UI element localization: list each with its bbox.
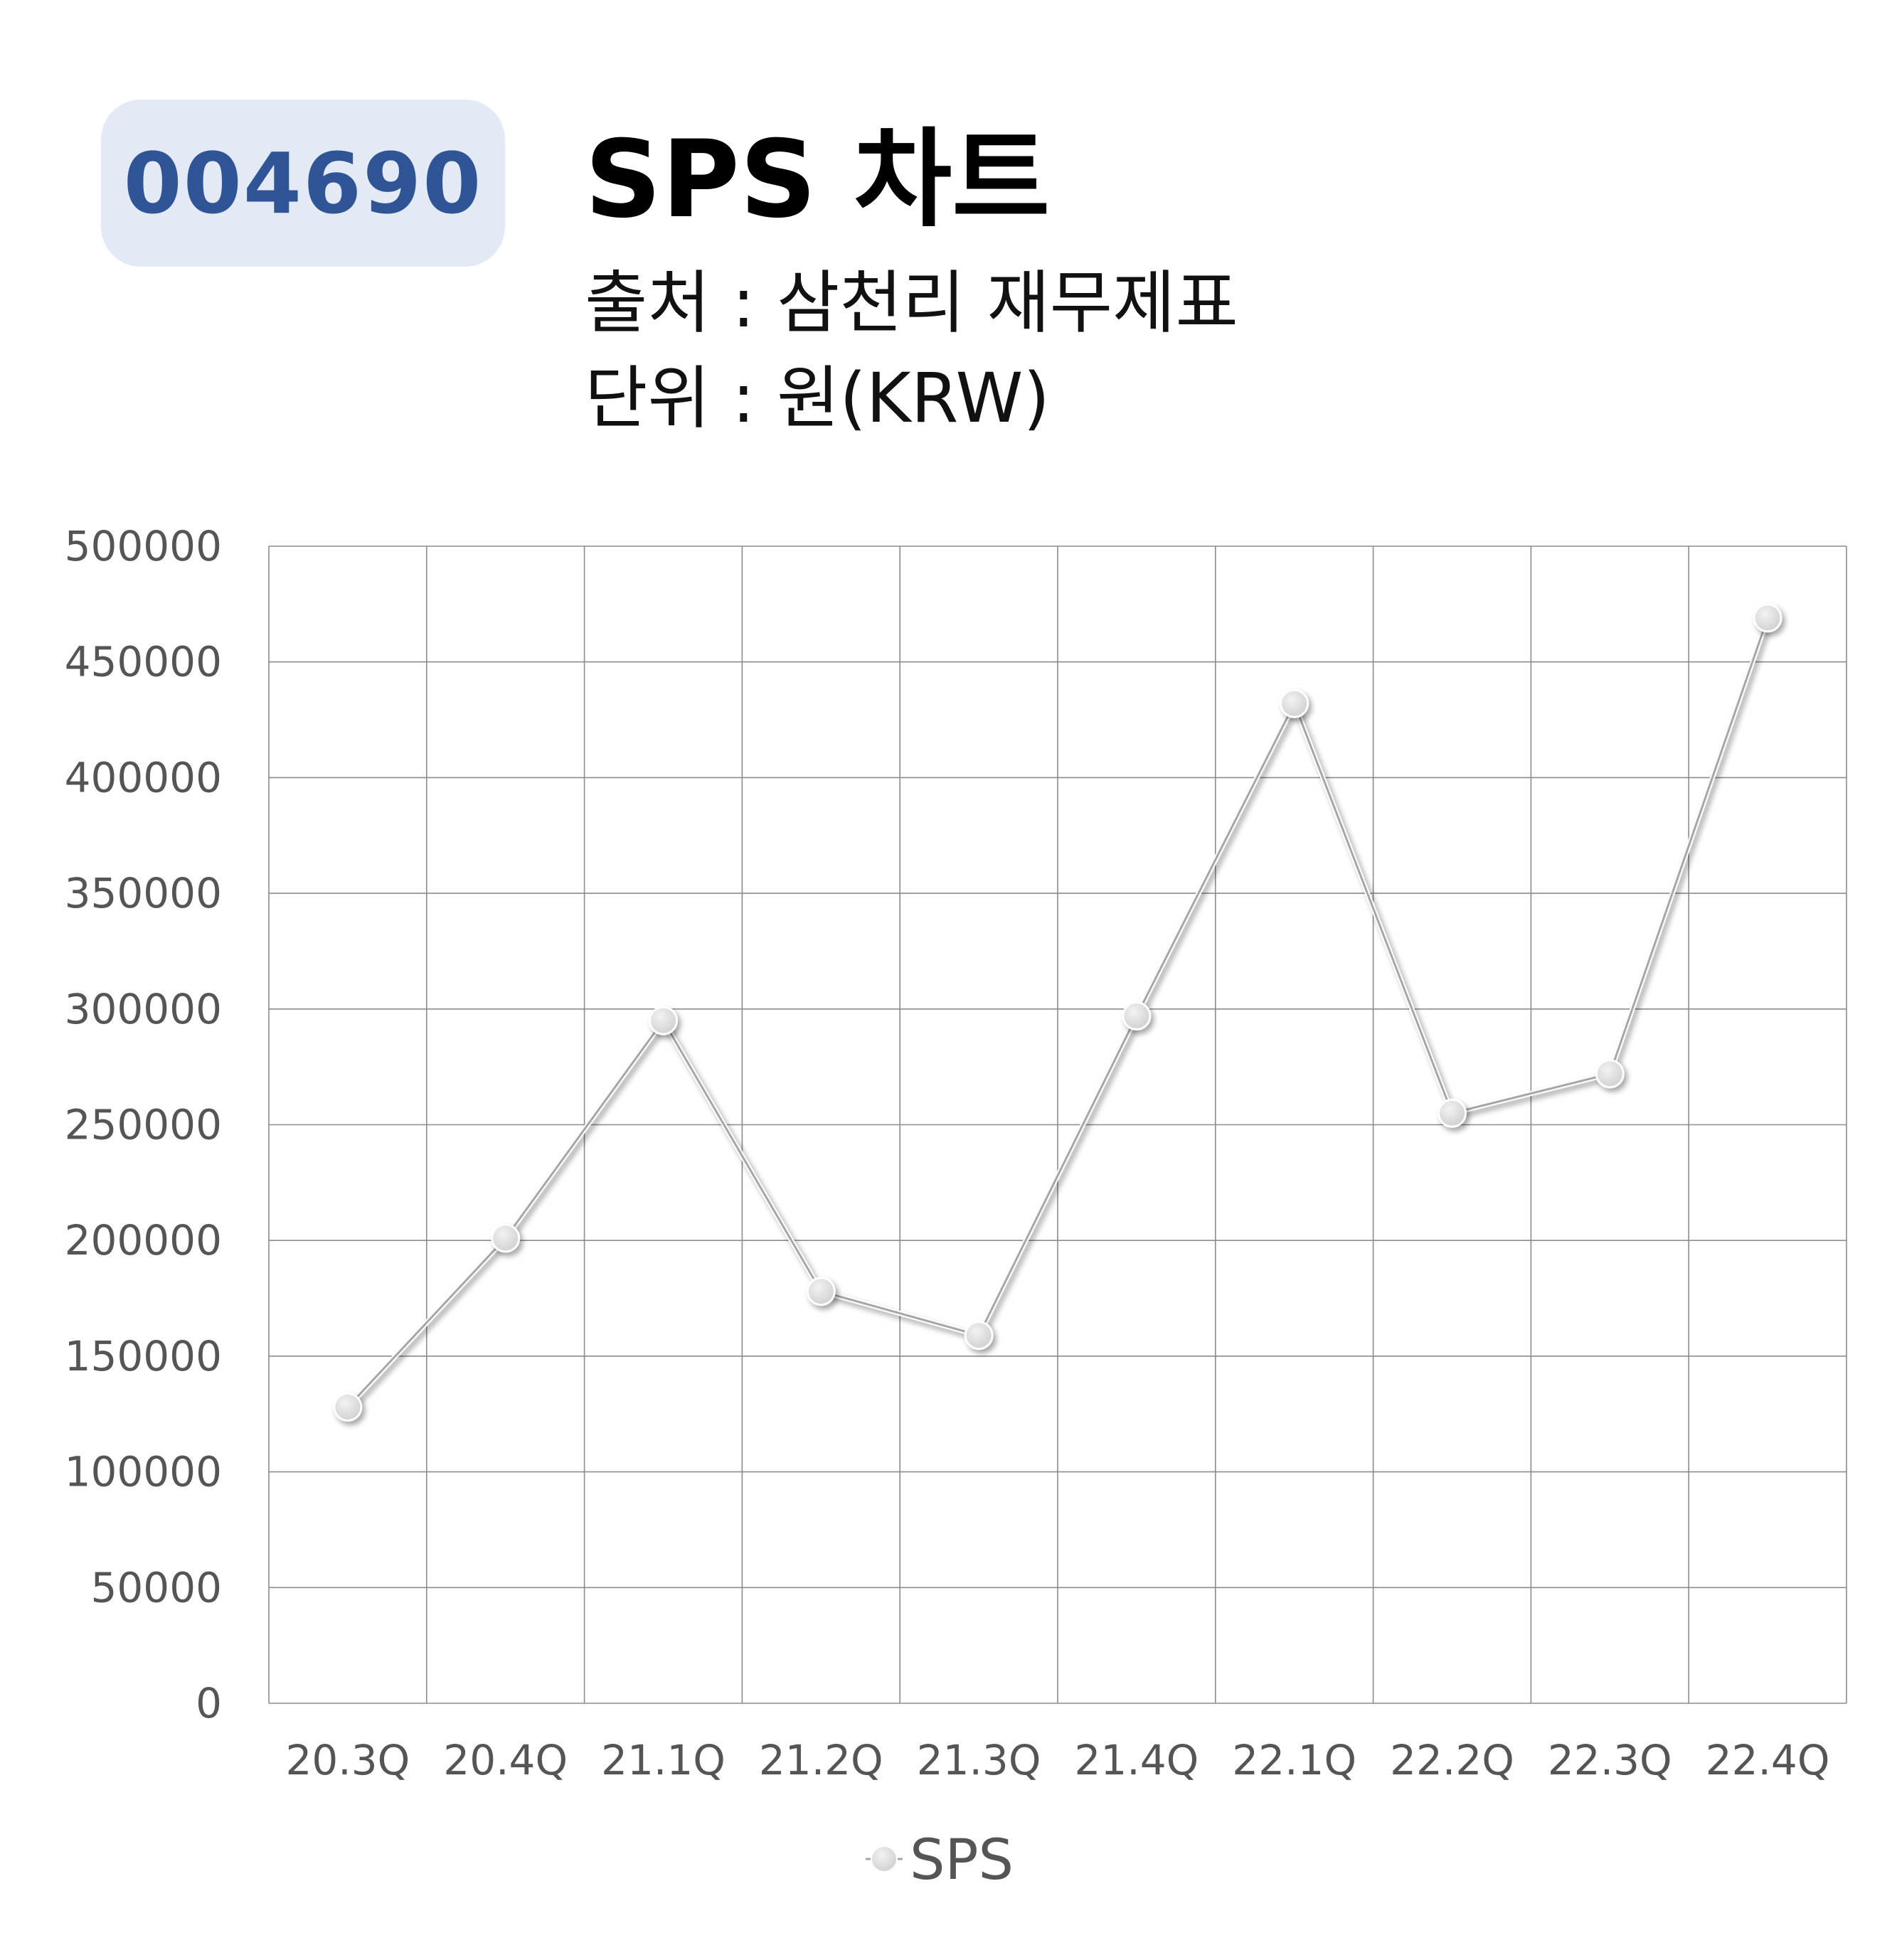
y-tick-label: 250000 [65, 1101, 222, 1149]
data-point [1122, 1001, 1152, 1031]
data-point [806, 1277, 836, 1306]
data-point [1438, 1098, 1467, 1128]
y-tick-label: 200000 [65, 1216, 222, 1264]
chart-title: SPS 차트 [585, 118, 1051, 242]
legend-label: SPS [910, 1828, 1014, 1892]
y-axis-ticks: 0 50000 100000 150000 200000 250000 300000 3500… [65, 522, 222, 1727]
data-point [1595, 1059, 1625, 1089]
data-point [649, 1006, 678, 1035]
x-tick-label: 21.3Q [917, 1736, 1041, 1784]
data-point [964, 1321, 994, 1351]
series-line [346, 617, 1769, 1408]
y-tick-label: 100000 [65, 1448, 222, 1496]
data-point [491, 1223, 521, 1253]
x-tick-label: 22.4Q [1706, 1736, 1830, 1784]
x-tick-label: 20.3Q [286, 1736, 410, 1784]
chart-grid [268, 545, 1847, 1704]
y-tick-label: 300000 [65, 985, 222, 1033]
y-tick-label: 350000 [65, 869, 222, 917]
y-tick-label: 400000 [65, 753, 222, 801]
y-tick-label: 50000 [90, 1563, 222, 1612]
x-tick-label: 22.2Q [1390, 1736, 1514, 1784]
series-sps [333, 603, 1782, 1422]
data-point [1280, 688, 1309, 718]
source-label: 출처 : 삼천리 재무제표 [585, 263, 1238, 343]
y-tick-label: 450000 [65, 638, 222, 686]
x-axis-ticks: 20.3Q 20.4Q 21.1Q 21.2Q 21.3Q 21.4Q 22.1Q 22.2Q… [286, 1736, 1830, 1784]
data-point [333, 1392, 363, 1422]
unit-label: 단위 : 원(KRW) [585, 358, 1050, 438]
x-tick-label: 22.1Q [1232, 1736, 1356, 1784]
sps-line-chart: 0 50000 100000 150000 200000 250000 300000 3500… [65, 522, 1847, 1892]
chart-legend: SPS [866, 1828, 1014, 1892]
stock-code: 004690 [123, 134, 483, 233]
y-tick-label: 500000 [65, 522, 222, 570]
stock-code-badge: 004690 [101, 100, 505, 267]
x-tick-label: 21.1Q [601, 1736, 726, 1784]
x-tick-label: 20.4Q [443, 1736, 568, 1784]
x-tick-label: 21.4Q [1075, 1736, 1199, 1784]
legend-marker [871, 1846, 898, 1873]
x-tick-label: 21.2Q [759, 1736, 883, 1784]
y-tick-label: 0 [196, 1679, 222, 1727]
y-tick-label: 150000 [65, 1332, 222, 1380]
data-point [1753, 603, 1782, 633]
x-tick-label: 22.3Q [1548, 1736, 1672, 1784]
